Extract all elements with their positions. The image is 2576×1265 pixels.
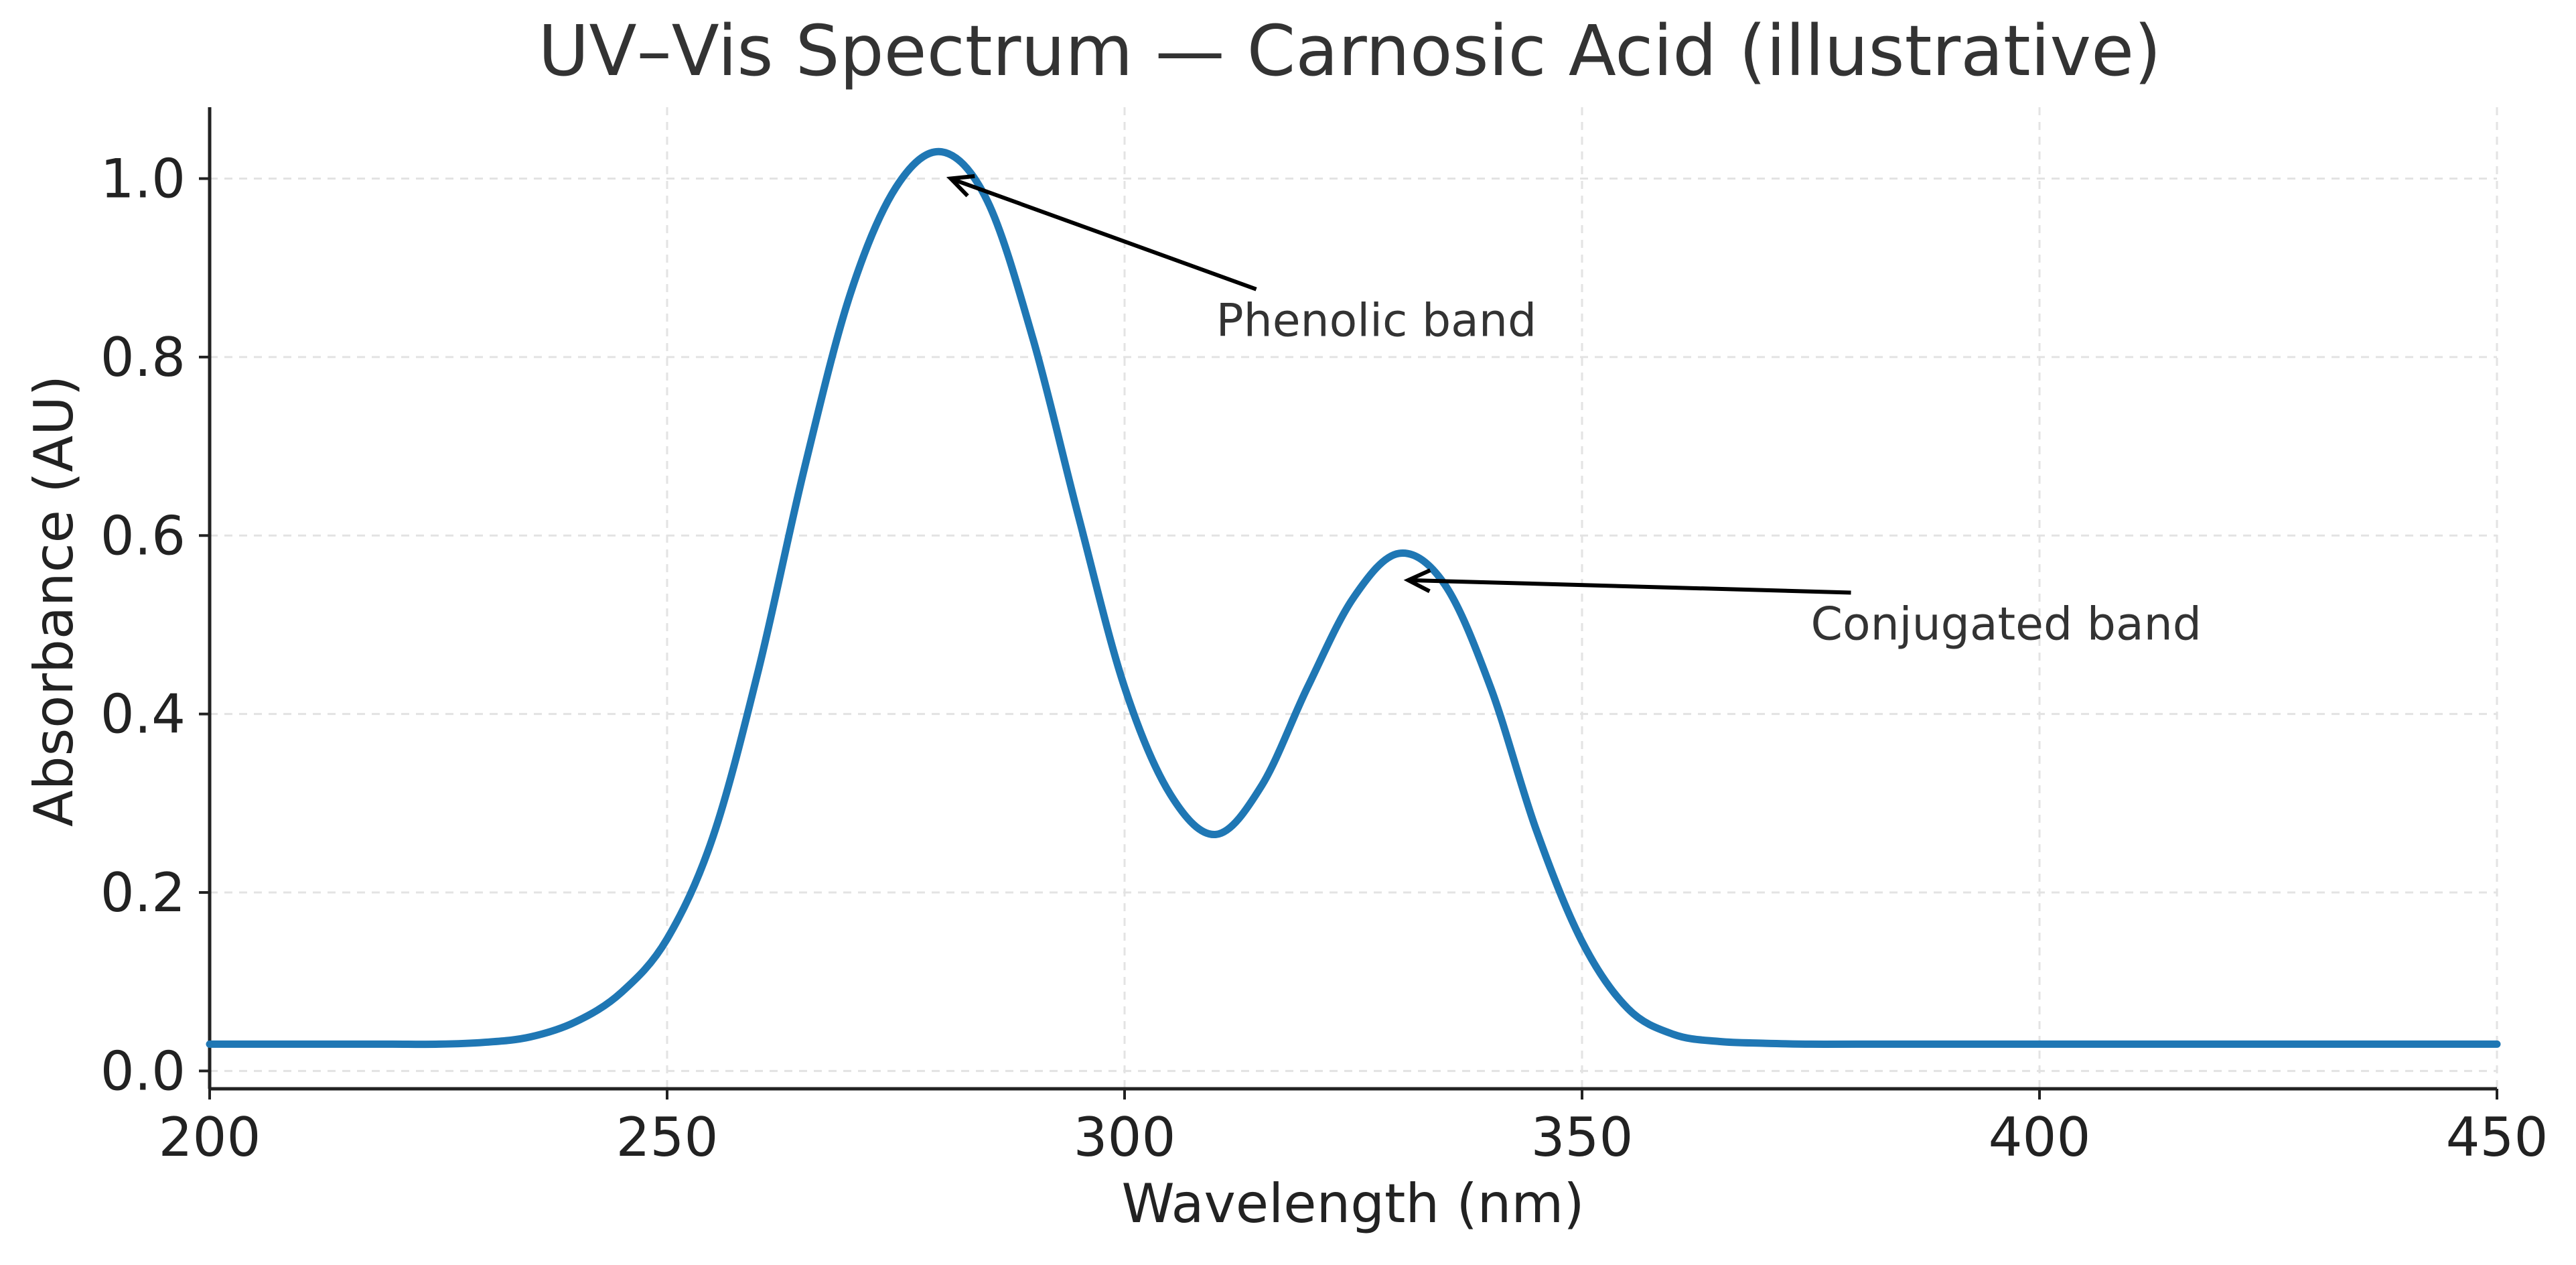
x-tick-label: 450 <box>2446 1106 2549 1169</box>
x-tick-label: 250 <box>616 1106 719 1169</box>
grid <box>210 107 2498 1089</box>
series-line <box>206 147 2501 1049</box>
series-layer <box>206 147 2501 1049</box>
y-axis-label: Absorbance (AU) <box>23 375 85 827</box>
y-tick-label: 0.4 <box>100 683 186 746</box>
y-tick-label: 0.0 <box>100 1040 186 1102</box>
y-tick-label: 1.0 <box>100 148 186 210</box>
axes <box>208 107 2497 1091</box>
annotations: Phenolic band Conjugated band <box>946 174 2202 651</box>
annotation-arrow <box>950 176 1257 291</box>
annotation-label: Phenolic band <box>1216 295 1537 348</box>
annotation-arrow <box>1408 578 1851 595</box>
ticks: 200 250 300 350 400 450 0.0 0.2 0.4 0.6 0.8 1.0 <box>100 148 2549 1169</box>
x-tick-label: 350 <box>1531 1106 1634 1169</box>
x-axis-label: Wavelength (nm) <box>1121 1173 1584 1235</box>
x-tick-label: 200 <box>159 1106 261 1169</box>
x-tick-label: 400 <box>1989 1106 2091 1169</box>
annotation-arrowhead <box>1403 568 1431 594</box>
y-tick-label: 0.2 <box>100 862 186 924</box>
y-tick-label: 0.8 <box>100 326 186 389</box>
chart-title: UV–Vis Spectrum — Carnosic Acid (illustr… <box>538 10 2161 92</box>
y-tick-label: 0.6 <box>100 505 186 567</box>
annotation-label: Conjugated band <box>1811 598 2202 651</box>
x-tick-label: 300 <box>1074 1106 1176 1169</box>
annotation-arrowhead <box>946 174 975 198</box>
